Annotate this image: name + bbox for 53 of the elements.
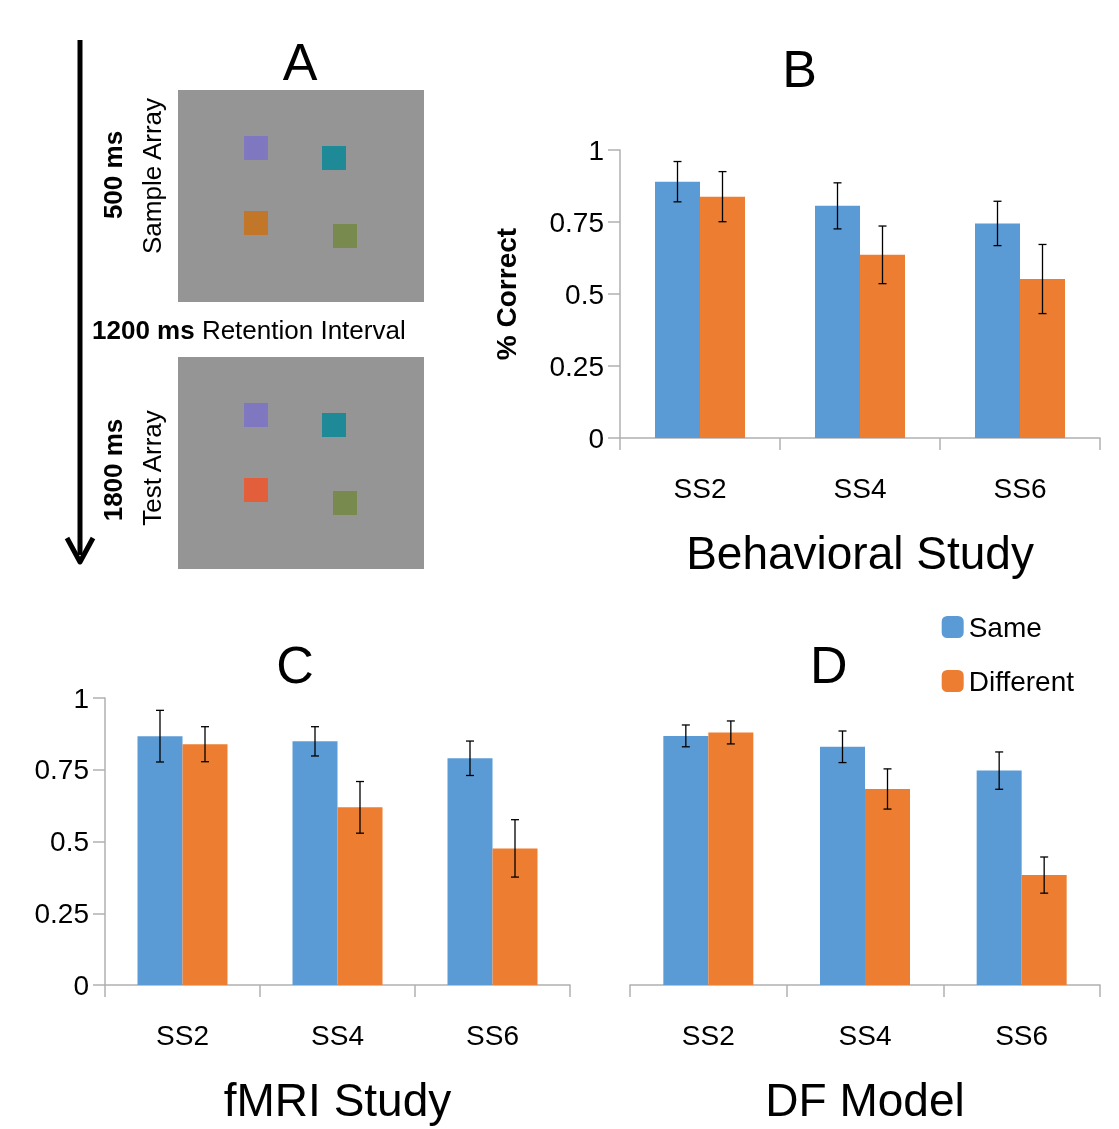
text: 1200 ms bbox=[92, 315, 195, 345]
bar bbox=[976, 770, 1022, 985]
x-tick-label: SS2 bbox=[673, 472, 727, 504]
x-tick-label: SS4 bbox=[838, 1019, 892, 1051]
text: 500 ms bbox=[98, 130, 128, 220]
x-axis-title: DF Model bbox=[765, 1074, 965, 1126]
text: A bbox=[282, 33, 318, 91]
bar bbox=[292, 741, 338, 985]
x-axis-title: Behavioral Study bbox=[686, 527, 1034, 579]
bar bbox=[865, 788, 910, 985]
chart-title: B bbox=[782, 40, 817, 98]
text: 1800 ms bbox=[98, 418, 128, 522]
bar bbox=[815, 205, 860, 438]
x-tick-label: SS6 bbox=[995, 1019, 1049, 1051]
y-tick-label: 0.75 bbox=[549, 206, 604, 238]
bar bbox=[975, 223, 1020, 438]
text: Retention Interval bbox=[194, 315, 406, 345]
y-tick-label: 0.5 bbox=[50, 826, 89, 857]
bar bbox=[655, 181, 700, 438]
bar bbox=[820, 746, 865, 985]
legend-label: Same bbox=[968, 611, 1042, 643]
x-tick-label: SS4 bbox=[311, 1019, 364, 1051]
x-axis-title: fMRI Study bbox=[223, 1074, 452, 1126]
text: Sample Array bbox=[137, 97, 167, 255]
legend-label: Different bbox=[968, 665, 1075, 697]
bar bbox=[700, 196, 745, 438]
y-tick-label: 0.75 bbox=[34, 754, 89, 786]
y-tick-label: 0.5 bbox=[565, 278, 604, 310]
x-tick-label: SS6 bbox=[993, 472, 1047, 504]
y-axis-title: % Correct bbox=[490, 227, 522, 361]
bar bbox=[663, 735, 709, 985]
chart-title: C bbox=[276, 636, 314, 694]
y-tick-label: 0.25 bbox=[34, 897, 89, 929]
bar bbox=[182, 744, 228, 985]
bar bbox=[447, 758, 493, 985]
y-tick-label: 0 bbox=[73, 969, 89, 1001]
bar bbox=[708, 732, 754, 985]
x-tick-label: SS2 bbox=[681, 1019, 735, 1051]
y-tick-label: 1 bbox=[73, 682, 89, 714]
bar bbox=[1020, 279, 1065, 438]
bar bbox=[860, 254, 905, 438]
bar bbox=[492, 848, 538, 985]
bar bbox=[1021, 875, 1067, 985]
text: Test Array bbox=[137, 410, 167, 526]
y-tick-label: 0.25 bbox=[549, 350, 604, 382]
chart-title: D bbox=[810, 636, 848, 694]
y-tick-label: 0 bbox=[588, 422, 604, 454]
bar bbox=[337, 807, 383, 985]
bar bbox=[137, 736, 183, 985]
x-tick-label: SS6 bbox=[466, 1019, 519, 1051]
x-tick-label: SS4 bbox=[833, 472, 887, 504]
x-tick-label: SS2 bbox=[156, 1019, 209, 1051]
y-tick-label: 1 bbox=[588, 134, 604, 166]
